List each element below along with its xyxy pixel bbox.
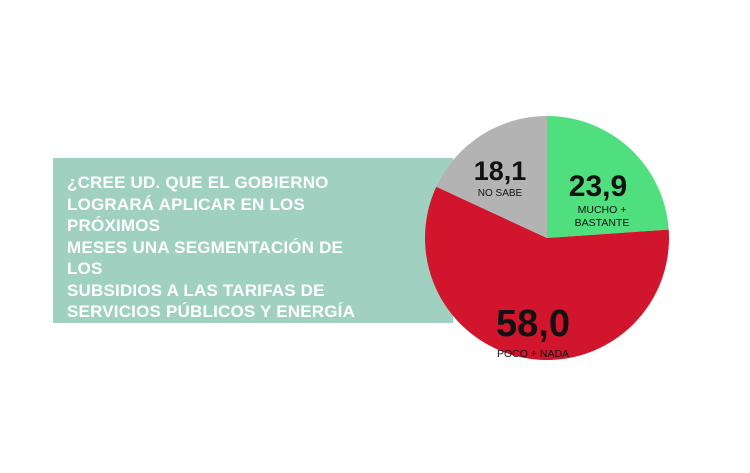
pie-value-no-sabe: 18,1 (474, 156, 527, 186)
pie-label-no-sabe: NO SABE (478, 188, 523, 199)
question-box: ¿CREE UD. QUE EL GOBIERNO LOGRARÁ APLICA… (53, 158, 453, 364)
pie-label-mucho-bastante: BASTANTE (575, 217, 630, 229)
pie-slice-poco-nada (425, 186, 670, 361)
pie-label-mucho-bastante: MUCHO + (578, 204, 627, 216)
pie-label-poco-nada: POCO + NADA (497, 348, 569, 360)
pie-slice-no-sabe (436, 116, 547, 238)
pie-value-mucho-bastante: 23,9 (569, 170, 627, 203)
pie-slice-mucho-bastante (547, 116, 669, 238)
pie-value-poco-nada: 58,0 (496, 303, 570, 345)
question-text: ¿CREE UD. QUE EL GOBIERNO LOGRARÁ APLICA… (67, 173, 355, 364)
